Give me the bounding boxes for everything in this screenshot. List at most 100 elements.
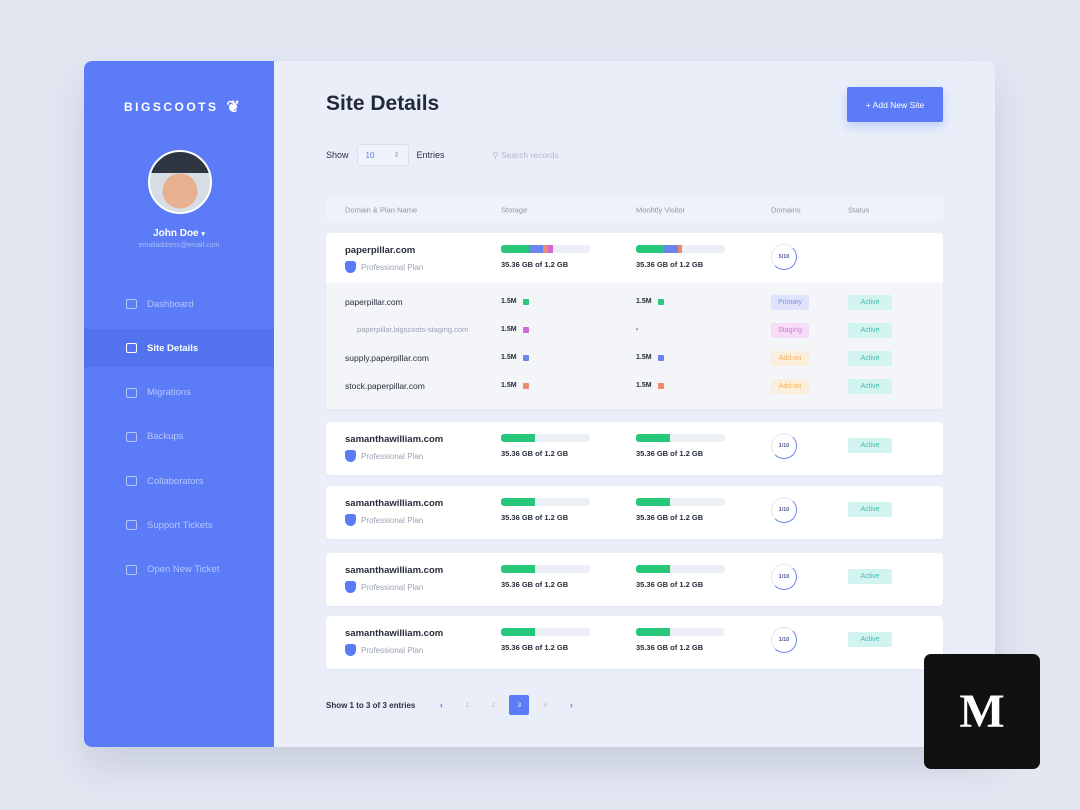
column-header[interactable]: Domain & Plan Name — [345, 205, 418, 215]
sidebar-item-label: Site Details — [147, 342, 199, 354]
subdomain-name[interactable]: paperpillar.com — [345, 297, 403, 307]
site-domain[interactable]: samanthawilliam.com — [345, 498, 444, 509]
visitor-text: 35.36 GB of 1.2 GB — [636, 580, 704, 589]
user-menu[interactable]: John Doe ▾ — [84, 228, 274, 239]
subdomain-visitors: 1.5M — [636, 298, 664, 305]
shield-icon — [345, 581, 356, 593]
status-badge: Active — [848, 438, 892, 453]
next-page-button[interactable]: › — [569, 700, 573, 710]
search-input[interactable]: ⚲ Search records — [493, 150, 559, 161]
user-name: John Doe — [153, 228, 199, 239]
subdomain-row[interactable]: paperpillar.bigscoots-staging.com 1.5M -… — [326, 317, 943, 345]
show-label: Show — [326, 150, 349, 160]
color-dot — [657, 298, 664, 305]
sidebar-item-collaborators[interactable]: Collaborators — [84, 462, 274, 500]
domain-type-badge: Staging — [771, 323, 809, 338]
plan-name: Professional Plan — [361, 515, 424, 525]
site-row[interactable]: samanthawilliam.com Professional Plan 35… — [326, 553, 943, 606]
status-badge: Active — [848, 632, 892, 647]
subdomain-row[interactable]: supply.paperpillar.com 1.5M 1.5M Add-on … — [326, 345, 943, 373]
page-button[interactable]: 1 — [465, 701, 470, 709]
sidebar-item-site-details[interactable]: Site Details — [84, 329, 274, 368]
prev-page-button[interactable]: ‹ — [439, 700, 443, 710]
user-email: emailaddress@email.com — [138, 242, 220, 249]
visitor-value: - — [636, 326, 639, 333]
pagination: Show 1 to 3 of 3 entries ‹ 1 2 3 4 › — [326, 695, 581, 715]
subdomain-storage: 1.5M — [501, 298, 529, 305]
sidebar-item-open-new-ticket[interactable]: Open New Ticket — [84, 551, 274, 589]
page-button[interactable]: 3 — [509, 695, 530, 715]
bar-segment — [636, 434, 670, 442]
page-button[interactable]: 2 — [491, 701, 496, 709]
search-icon: ⚲ — [492, 149, 499, 160]
site-domain[interactable]: samanthawilliam.com — [345, 628, 444, 639]
domains-count-ring: 1/10 — [771, 627, 797, 653]
ticket-icon — [126, 520, 137, 531]
entries-select[interactable]: 10 ⇕ — [356, 144, 409, 166]
domains-count-ring: 5/10 — [771, 244, 797, 270]
sidebar-item-label: Migrations — [147, 387, 191, 399]
subdomain-name[interactable]: stock.paperpillar.com — [345, 381, 425, 391]
sidebar-item-backups[interactable]: Backups — [84, 418, 274, 456]
site-row[interactable]: samanthawilliam.com Professional Plan 35… — [326, 486, 943, 539]
site-domain[interactable]: paperpillar.com — [345, 245, 416, 256]
sidebar-item-dashboard[interactable]: Dashboard — [84, 285, 274, 323]
domains-count-ring: 1/10 — [771, 497, 797, 523]
sidebar-item-migrations[interactable]: Migrations — [84, 374, 274, 412]
page-button[interactable]: 4 — [543, 701, 548, 709]
status-badge: Active — [848, 295, 892, 310]
storage-value: 1.5M — [501, 326, 517, 333]
site-domain[interactable]: samanthawilliam.com — [345, 434, 444, 445]
bar-segment — [548, 245, 553, 253]
plan-name: Professional Plan — [361, 262, 424, 272]
status-badge: Active — [848, 351, 892, 366]
site-row-expanded[interactable]: paperpillar.com Professional Plan 35.36 … — [326, 233, 943, 409]
folder-icon — [126, 431, 137, 442]
subdomain-name[interactable]: supply.paperpillar.com — [345, 353, 429, 363]
visitor-value: 1.5M — [636, 298, 652, 305]
sidebar-item-support-tickets[interactable]: Support Tickets — [84, 506, 274, 544]
visitor-text: 35.36 GB of 1.2 GB — [636, 643, 704, 652]
entries-label: Entries — [416, 150, 445, 160]
pagination-summary: Show 1 to 3 of 3 entries — [326, 700, 416, 710]
subdomain-row[interactable]: stock.paperpillar.com 1.5M 1.5M Add-on A… — [326, 373, 943, 401]
bar-segment — [664, 245, 678, 253]
site-plan: Professional Plan — [345, 581, 423, 593]
bar-segment — [501, 565, 535, 573]
subdomain-row[interactable]: paperpillar.com 1.5M 1.5M Primary Active — [326, 289, 943, 317]
storage-value: 1.5M — [501, 354, 517, 361]
bar-segment — [677, 245, 683, 253]
column-header[interactable]: Domains — [771, 205, 801, 215]
card-icon — [126, 343, 137, 354]
visitor-value: 1.5M — [636, 382, 652, 389]
status-badge: Active — [848, 323, 892, 338]
color-dot — [657, 382, 664, 389]
site-row[interactable]: samanthawilliam.com Professional Plan 35… — [326, 616, 943, 669]
subdomain-name[interactable]: paperpillar.bigscoots-staging.com — [357, 325, 469, 334]
bar-segment — [501, 498, 535, 506]
color-dot — [522, 326, 529, 333]
site-domain[interactable]: samanthawilliam.com — [345, 565, 444, 576]
avatar[interactable] — [148, 150, 212, 214]
visitor-bar — [636, 498, 725, 506]
bar-segment — [542, 245, 549, 253]
column-header[interactable]: Monhtly Visitor — [636, 205, 686, 215]
status-badge: Active — [848, 502, 892, 517]
chevron-updown-icon: ⇕ — [393, 152, 400, 159]
subdomain-list: paperpillar.com 1.5M 1.5M Primary Active… — [326, 283, 943, 409]
site-plan: Professional Plan — [345, 261, 423, 273]
color-dot — [657, 354, 664, 361]
shield-icon — [345, 450, 356, 462]
search-placeholder: Search records — [501, 149, 559, 160]
main-content: Site Details + Add New Site Show 10 ⇕ Ent… — [274, 61, 995, 747]
brand-name: BIGSCOOTS — [124, 100, 219, 114]
visitor-text: 35.36 GB of 1.2 GB — [636, 260, 704, 269]
column-header[interactable]: Storage — [501, 205, 528, 215]
bar-segment — [636, 565, 670, 573]
site-row[interactable]: samanthawilliam.com Professional Plan 35… — [326, 422, 943, 475]
add-new-site-button[interactable]: + Add New Site — [847, 87, 943, 122]
brand-logo[interactable]: BIGSCOOTS ❦ — [124, 97, 242, 117]
storage-text: 35.36 GB of 1.2 GB — [501, 260, 569, 269]
column-header[interactable]: Status — [848, 205, 870, 215]
storage-bar — [501, 434, 590, 442]
